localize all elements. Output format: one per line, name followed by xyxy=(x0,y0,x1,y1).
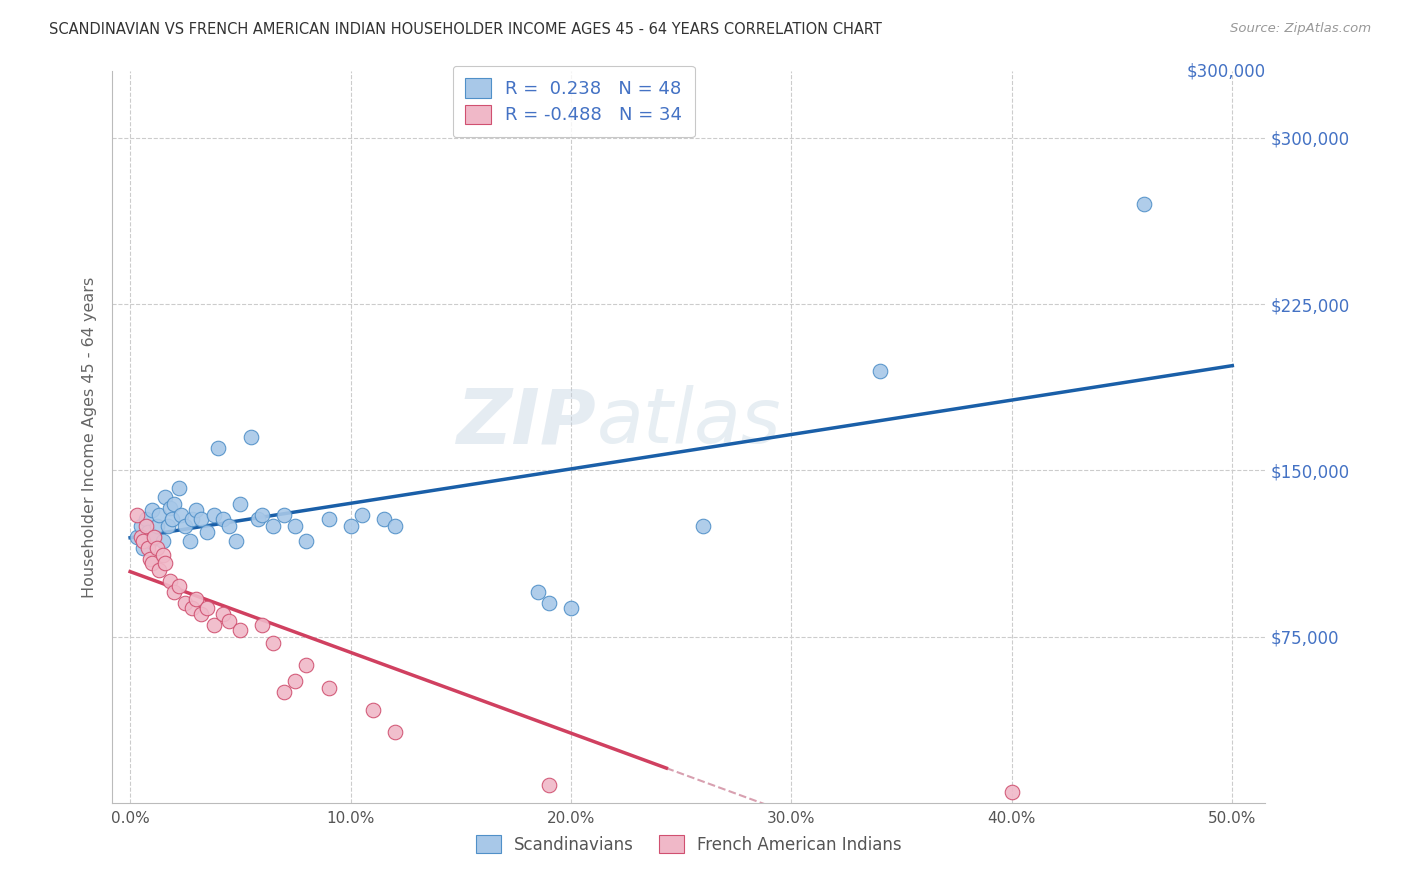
Point xyxy=(318,681,340,695)
Point xyxy=(143,530,166,544)
Point xyxy=(125,530,148,544)
Point xyxy=(273,508,295,522)
Point xyxy=(129,530,152,544)
Point xyxy=(262,518,284,533)
Point xyxy=(129,518,152,533)
Point xyxy=(202,508,225,522)
Text: $300,000: $300,000 xyxy=(1187,62,1265,80)
Point xyxy=(135,518,157,533)
Point xyxy=(195,600,218,615)
Point xyxy=(160,512,183,526)
Point xyxy=(190,512,212,526)
Point xyxy=(148,508,170,522)
Point xyxy=(869,363,891,377)
Point xyxy=(246,512,269,526)
Point xyxy=(174,596,197,610)
Point xyxy=(202,618,225,632)
Point xyxy=(180,512,202,526)
Point xyxy=(136,525,159,540)
Point xyxy=(141,557,163,571)
Point xyxy=(179,534,201,549)
Point xyxy=(155,490,177,504)
Point xyxy=(170,508,193,522)
Point xyxy=(295,658,318,673)
Point xyxy=(252,508,274,522)
Point xyxy=(145,541,167,555)
Point xyxy=(143,530,166,544)
Point xyxy=(560,600,582,615)
Point xyxy=(156,518,179,533)
Legend: Scandinavians, French American Indians: Scandinavians, French American Indians xyxy=(470,829,908,860)
Point xyxy=(527,585,550,599)
Point xyxy=(361,703,384,717)
Point xyxy=(211,607,233,622)
Point xyxy=(537,596,560,610)
Point xyxy=(284,518,307,533)
Point xyxy=(692,518,714,533)
Point xyxy=(537,778,560,792)
Point xyxy=(132,534,155,549)
Point xyxy=(174,518,197,533)
Point xyxy=(186,591,208,606)
Point xyxy=(1133,197,1156,211)
Point xyxy=(252,618,274,632)
Y-axis label: Householder Income Ages 45 - 64 years: Householder Income Ages 45 - 64 years xyxy=(82,277,97,598)
Text: atlas: atlas xyxy=(596,385,782,459)
Point xyxy=(240,430,263,444)
Point xyxy=(273,685,295,699)
Text: SCANDINAVIAN VS FRENCH AMERICAN INDIAN HOUSEHOLDER INCOME AGES 45 - 64 YEARS COR: SCANDINAVIAN VS FRENCH AMERICAN INDIAN H… xyxy=(49,22,882,37)
Point xyxy=(218,518,240,533)
Point xyxy=(163,497,186,511)
Point xyxy=(229,623,252,637)
Point xyxy=(139,534,162,549)
Point xyxy=(384,518,406,533)
Point xyxy=(195,525,218,540)
Point xyxy=(350,508,373,522)
Point xyxy=(207,441,229,455)
Point xyxy=(167,481,190,495)
Point xyxy=(384,724,406,739)
Point xyxy=(132,541,155,555)
Point xyxy=(186,503,208,517)
Point xyxy=(180,600,202,615)
Point xyxy=(152,534,174,549)
Point xyxy=(159,574,181,589)
Point xyxy=(1001,785,1024,799)
Text: Source: ZipAtlas.com: Source: ZipAtlas.com xyxy=(1230,22,1371,36)
Point xyxy=(318,512,340,526)
Point xyxy=(136,541,159,555)
Point xyxy=(339,518,361,533)
Point xyxy=(262,636,284,650)
Point xyxy=(284,673,307,688)
Point xyxy=(125,508,148,522)
Point xyxy=(225,534,247,549)
Point xyxy=(141,503,163,517)
Point xyxy=(373,512,395,526)
Point xyxy=(218,614,240,628)
Point xyxy=(190,607,212,622)
Point xyxy=(159,501,181,516)
Text: ZIP: ZIP xyxy=(457,385,596,459)
Point xyxy=(139,552,162,566)
Point xyxy=(135,512,157,526)
Point xyxy=(145,518,167,533)
Point xyxy=(152,548,174,562)
Point xyxy=(229,497,252,511)
Point xyxy=(155,557,177,571)
Point xyxy=(295,534,318,549)
Point xyxy=(163,585,186,599)
Point xyxy=(211,512,233,526)
Point xyxy=(167,578,190,592)
Point xyxy=(148,563,170,577)
